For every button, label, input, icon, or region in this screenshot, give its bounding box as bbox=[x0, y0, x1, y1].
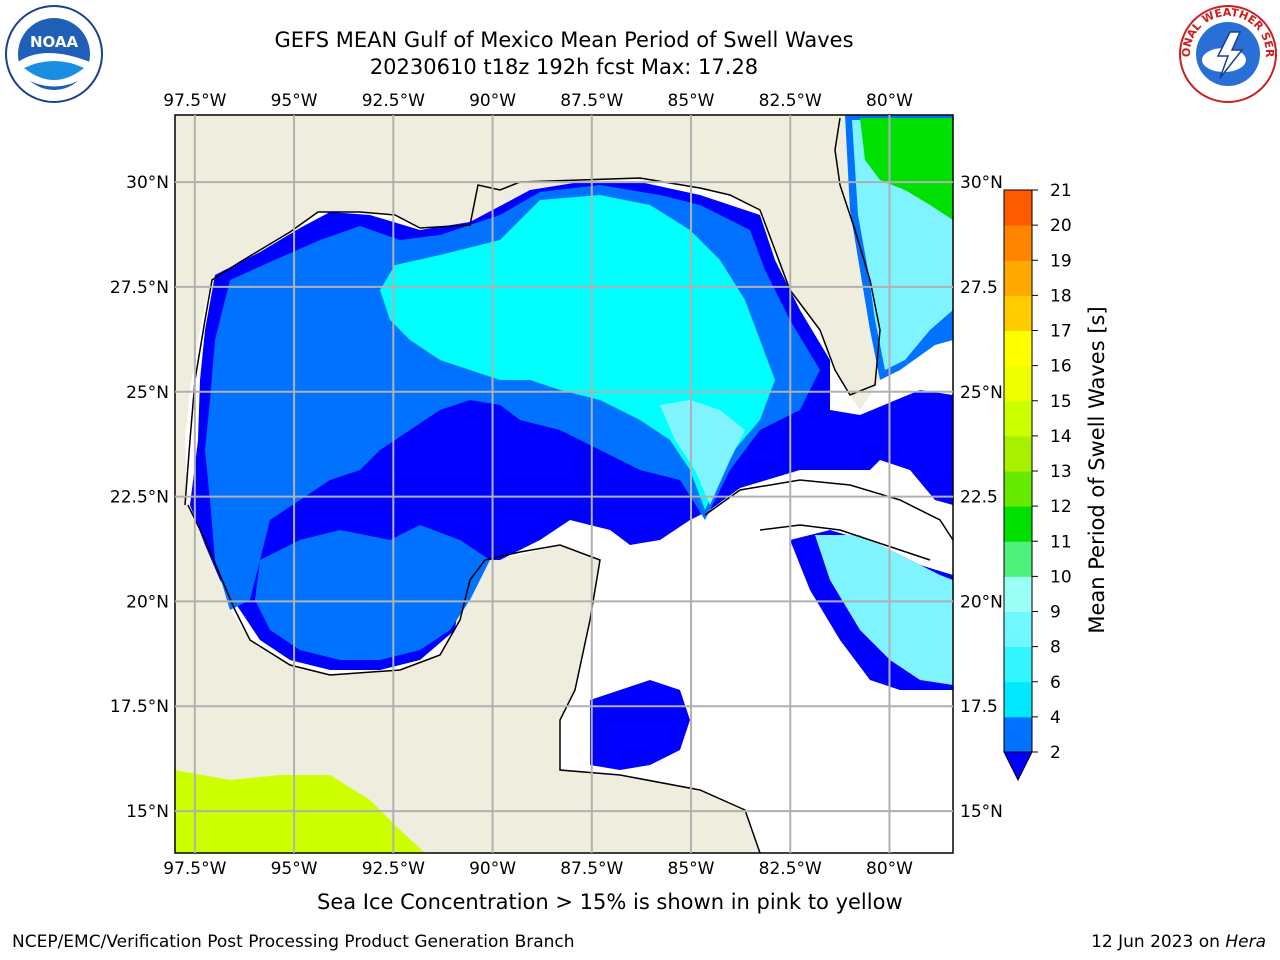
colorbar-title: Mean Period of Swell Waves [s] bbox=[1085, 306, 1109, 634]
colorbar-band bbox=[1004, 471, 1032, 507]
footer-machine: Hera bbox=[1225, 932, 1266, 952]
lat-labels-right: 30°N 27.5 25°N 22.5 20°N 17.5 15°N bbox=[960, 173, 1003, 822]
colorbar-band bbox=[1004, 365, 1032, 402]
lat-label-right: 15°N bbox=[960, 802, 1003, 822]
colorbar-band bbox=[1004, 681, 1032, 718]
lon-label-bottom: 97.5°W bbox=[163, 859, 226, 879]
colorbar-tick-label: 4 bbox=[1050, 708, 1061, 728]
footer-date-text: 12 Jun 2023 on bbox=[1091, 932, 1226, 952]
lon-label-top: 90°W bbox=[469, 91, 516, 111]
lat-label-right: 27.5 bbox=[960, 278, 998, 298]
lon-label-bottom: 95°W bbox=[271, 859, 318, 879]
colorbar-tick-label: 6 bbox=[1050, 673, 1061, 693]
colorbar-band bbox=[1004, 506, 1032, 542]
colorbar-band bbox=[1004, 716, 1032, 753]
lon-label-bottom: 80°W bbox=[866, 859, 913, 879]
caribbean-swell-blue bbox=[590, 680, 690, 770]
colorbar-tick-label: 19 bbox=[1050, 251, 1072, 271]
lon-label-top: 87.5°W bbox=[560, 91, 623, 111]
colorbar-band bbox=[1004, 576, 1032, 612]
map-area bbox=[175, 115, 953, 853]
graticule bbox=[175, 115, 953, 853]
colorbar-tick-label: 11 bbox=[1050, 532, 1072, 552]
lon-label-bottom: 82.5°W bbox=[759, 859, 822, 879]
lon-labels-bottom: 97.5°W 95°W 92.5°W 90°W 87.5°W 85°W 82.5°W 80°W bbox=[163, 859, 913, 879]
map-subtitle: 20230610 t18z 192h fcst Max: 17.28 bbox=[369, 55, 759, 79]
colorbar-band bbox=[1004, 260, 1032, 296]
colorbar-tick-label: 17 bbox=[1050, 322, 1072, 342]
gulf-coastline bbox=[184, 117, 953, 853]
lat-label-right: 20°N bbox=[960, 592, 1003, 612]
colorbar-tick-label: 9 bbox=[1050, 603, 1061, 623]
lat-labels-left: 30°N 27.5°N 25°N 22.5°N 20°N 17.5°N 15°N bbox=[110, 173, 169, 822]
map-title: GEFS MEAN Gulf of Mexico Mean Period of … bbox=[274, 28, 854, 52]
colorbar-tick-label: 13 bbox=[1050, 462, 1072, 482]
colorbar-tick-label: 18 bbox=[1050, 286, 1072, 306]
lat-label-right: 30°N bbox=[960, 173, 1003, 193]
map-frame bbox=[174, 114, 954, 854]
lon-label-bottom: 85°W bbox=[668, 859, 715, 879]
lat-label-left: 20°N bbox=[126, 592, 169, 612]
colorbar-band bbox=[1004, 330, 1032, 367]
lon-label-top: 85°W bbox=[668, 91, 715, 111]
lat-label-right: 17.5 bbox=[960, 697, 998, 717]
colorbar-band bbox=[1004, 646, 1032, 683]
caribbean-swell-4-8s bbox=[815, 535, 953, 685]
lon-labels-top: 97.5°W 95°W 92.5°W 90°W 87.5°W 85°W 82.5°W 80°W bbox=[163, 91, 913, 111]
lon-label-top: 97.5°W bbox=[163, 91, 226, 111]
footer-date: 12 Jun 2023 on Hera bbox=[1091, 932, 1266, 952]
lat-label-right: 25°N bbox=[960, 383, 1003, 403]
lat-label-right: 22.5 bbox=[960, 488, 998, 508]
colorbar-band bbox=[1004, 295, 1032, 331]
colorbar: 2 4 6 8 9 10 11 12 13 14 15 16 17 18 19 20 21 bbox=[1003, 181, 1072, 782]
lon-label-top: 80°W bbox=[866, 91, 913, 111]
lon-label-bottom: 87.5°W bbox=[560, 859, 623, 879]
lat-label-left: 27.5°N bbox=[110, 278, 169, 298]
nws-logo-icon: NATIONAL WEATHER SERVICE bbox=[1178, 4, 1277, 103]
lon-label-top: 95°W bbox=[271, 91, 318, 111]
colorbar-band bbox=[1004, 611, 1032, 648]
colorbar-tick-label: 15 bbox=[1050, 392, 1072, 412]
atlantic-swell-9-11s bbox=[860, 118, 953, 220]
colorbar-tick-label: 12 bbox=[1050, 497, 1072, 517]
lat-label-left: 17.5°N bbox=[110, 697, 169, 717]
colorbar-tick-label: 2 bbox=[1050, 743, 1061, 763]
sea-ice-footnote: Sea Ice Concentration > 15% is shown in … bbox=[317, 890, 903, 914]
noaa-logo-icon: NOAA bbox=[5, 5, 103, 103]
colorbar-band bbox=[1004, 225, 1032, 261]
colorbar-tick-label: 8 bbox=[1050, 638, 1061, 658]
lon-label-top: 82.5°W bbox=[759, 91, 822, 111]
swell-area-2-4s-south bbox=[255, 525, 490, 660]
colorbar-band bbox=[1004, 435, 1032, 472]
footer-credit: NCEP/EMC/Verification Post Processing Pr… bbox=[12, 932, 575, 952]
colorbar-tick-label: 20 bbox=[1050, 216, 1072, 236]
lat-label-left: 30°N bbox=[126, 173, 169, 193]
lat-label-left: 15°N bbox=[126, 802, 169, 822]
colorbar-extend-arrow bbox=[1003, 751, 1033, 782]
swell-area-6-8s bbox=[660, 400, 745, 505]
colorbar-tick-label: 16 bbox=[1050, 357, 1072, 377]
colorbar-tick-label: 10 bbox=[1050, 567, 1072, 587]
colorbar-band bbox=[1004, 541, 1032, 577]
noaa-logo-text: NOAA bbox=[30, 33, 79, 51]
lat-label-left: 25°N bbox=[126, 383, 169, 403]
lat-label-left: 22.5°N bbox=[110, 488, 169, 508]
colorbar-band bbox=[1004, 190, 1032, 226]
lon-label-bottom: 90°W bbox=[469, 859, 516, 879]
lon-label-top: 92.5°W bbox=[362, 91, 425, 111]
colorbar-tick-label: 14 bbox=[1050, 427, 1072, 447]
colorbar-band bbox=[1004, 400, 1032, 437]
lon-label-bottom: 92.5°W bbox=[362, 859, 425, 879]
colorbar-tick-label: 21 bbox=[1050, 181, 1072, 201]
